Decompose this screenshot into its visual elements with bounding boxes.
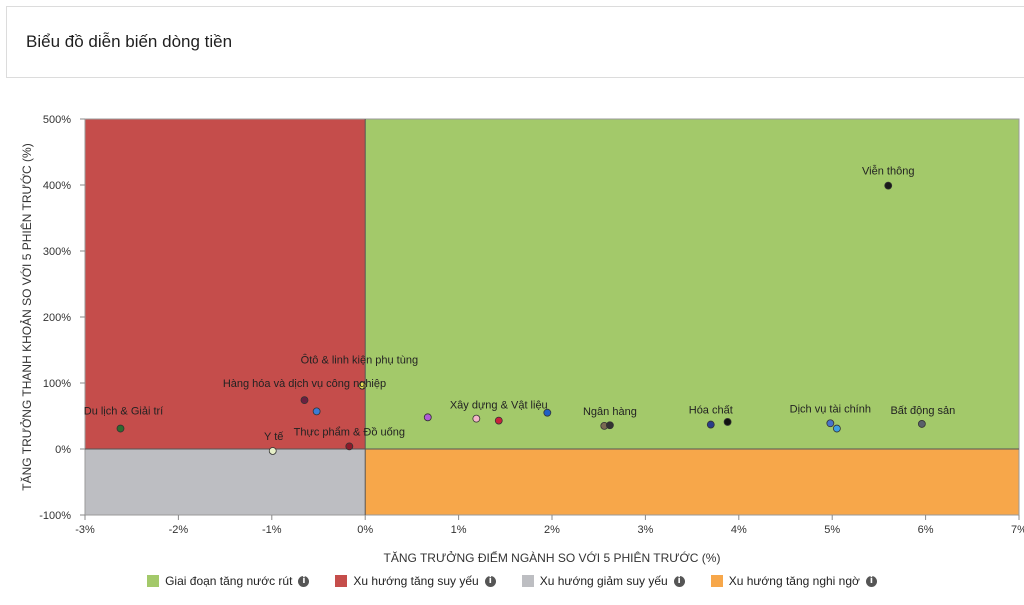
data-point[interactable] [345, 442, 354, 451]
data-point[interactable] [606, 421, 614, 430]
point-label: Hàng hóa và dịch vụ công nghiệp [223, 378, 386, 390]
point-label: Ngân hàng [583, 406, 637, 418]
x-tick-label: 5% [824, 524, 840, 536]
x-tick-label: 6% [918, 524, 934, 536]
point-label: Bất động sản [890, 405, 955, 417]
x-tick-label: 1% [451, 524, 467, 536]
info-icon[interactable]: i [298, 575, 310, 587]
data-point[interactable] [917, 420, 926, 428]
header-card: Biểu đồ diễn biến dòng tiền [6, 6, 1024, 78]
legend-swatch [521, 575, 534, 587]
quadrant-2 [85, 119, 366, 449]
y-tick-label: 500% [43, 114, 71, 126]
quadrant-1 [365, 119, 1019, 449]
x-tick-label: 2% [544, 524, 560, 536]
point-label: Ôtô & linh kiện phụ tùng [301, 354, 418, 367]
x-tick-label: 0% [357, 524, 373, 536]
y-tick-label: 300% [43, 246, 71, 258]
legend-label: Xu hướng tăng suy yếu [353, 574, 479, 588]
x-tick-label: -3% [75, 524, 95, 536]
data-point[interactable] [706, 420, 715, 429]
data-point[interactable] [884, 181, 893, 190]
data-point[interactable] [268, 447, 277, 455]
legend-label: Xu hướng giảm suy yếu [539, 574, 668, 588]
info-icon[interactable]: i [484, 575, 496, 587]
y-tick-label: 100% [43, 378, 71, 390]
legend-swatch [335, 575, 348, 587]
chart-legend: Giai đoạn tăng nước rút i Xu hướng tăng su… [0, 572, 1024, 590]
point-label: Dịch vụ tài chính [790, 403, 871, 415]
point-label: Hóa chất [689, 405, 733, 417]
legend-item-4[interactable]: Xu hướng tăng nghi ngờ i [710, 574, 877, 588]
x-tick-label: 4% [731, 524, 747, 536]
cash-flow-scatter-chart: -3% -2% -1% 0% 1% 2% 3% 4% 5% 6% 7% -100% 0% 100% 200%… [19, 114, 1024, 565]
legend-label: Giai đoạn tăng nước rút [165, 574, 293, 588]
data-point[interactable] [472, 414, 481, 423]
y-tick-label: 200% [43, 312, 71, 324]
legend-label: Xu hướng tăng nghi ngờ [728, 574, 860, 588]
page-title: Biểu đồ diễn biến dòng tiền [26, 32, 233, 51]
label-layer: Viễn thông Du lịch & Giải trí Hàng hóa và … [84, 165, 956, 443]
x-tick-label: -2% [169, 524, 189, 536]
point-label: Du lịch & Giải trí [84, 406, 163, 418]
point-label: Xây dựng & Vật liệu [450, 400, 548, 412]
legend-swatch [710, 575, 723, 587]
legend-item-2[interactable]: Xu hướng tăng suy yếu i [335, 574, 496, 588]
data-point[interactable] [494, 416, 503, 425]
y-axis-label: TĂNG TRƯỞNG THANH KHOẢN SO VỚI 5 PHIÊN T… [19, 143, 34, 490]
point-label: Y tế [264, 431, 283, 443]
x-tick-label: 7% [1011, 524, 1024, 536]
data-point[interactable] [423, 413, 432, 422]
data-point[interactable] [116, 424, 125, 433]
x-tick-label: -1% [262, 524, 282, 536]
quadrant-4 [365, 449, 1019, 515]
legend-item-1[interactable]: Giai đoạn tăng nước rút i [147, 574, 310, 588]
y-tick-label: 400% [43, 180, 71, 192]
info-icon[interactable]: i [865, 575, 877, 587]
data-point[interactable] [826, 419, 835, 428]
x-axis-label: TĂNG TRƯỞNG ĐIỂM NGÀNH SO VỚI 5 PHIÊN TR… [384, 550, 721, 565]
y-tick-label: -100% [39, 510, 71, 522]
point-layer [116, 181, 926, 455]
y-tick-label: 0% [55, 444, 71, 456]
point-label: Thực phẩm & Đồ uống [294, 426, 405, 438]
data-point[interactable] [300, 396, 309, 405]
x-tick-label: 3% [637, 524, 653, 536]
axis-layer: -3% -2% -1% 0% 1% 2% 3% 4% 5% 6% 7% -100% 0% 100% 200%… [39, 114, 1024, 536]
point-label: Viễn thông [862, 165, 914, 178]
legend-item-3[interactable]: Xu hướng giảm suy yếu i [521, 574, 685, 588]
quadrant-layer [85, 119, 1019, 515]
data-point[interactable] [723, 418, 732, 426]
data-point[interactable] [543, 408, 552, 417]
legend-swatch [147, 575, 160, 587]
data-point[interactable] [832, 424, 841, 433]
data-point[interactable] [358, 381, 367, 390]
quadrant-3 [85, 449, 366, 515]
data-point[interactable] [312, 407, 321, 416]
info-icon[interactable]: i [673, 575, 685, 587]
